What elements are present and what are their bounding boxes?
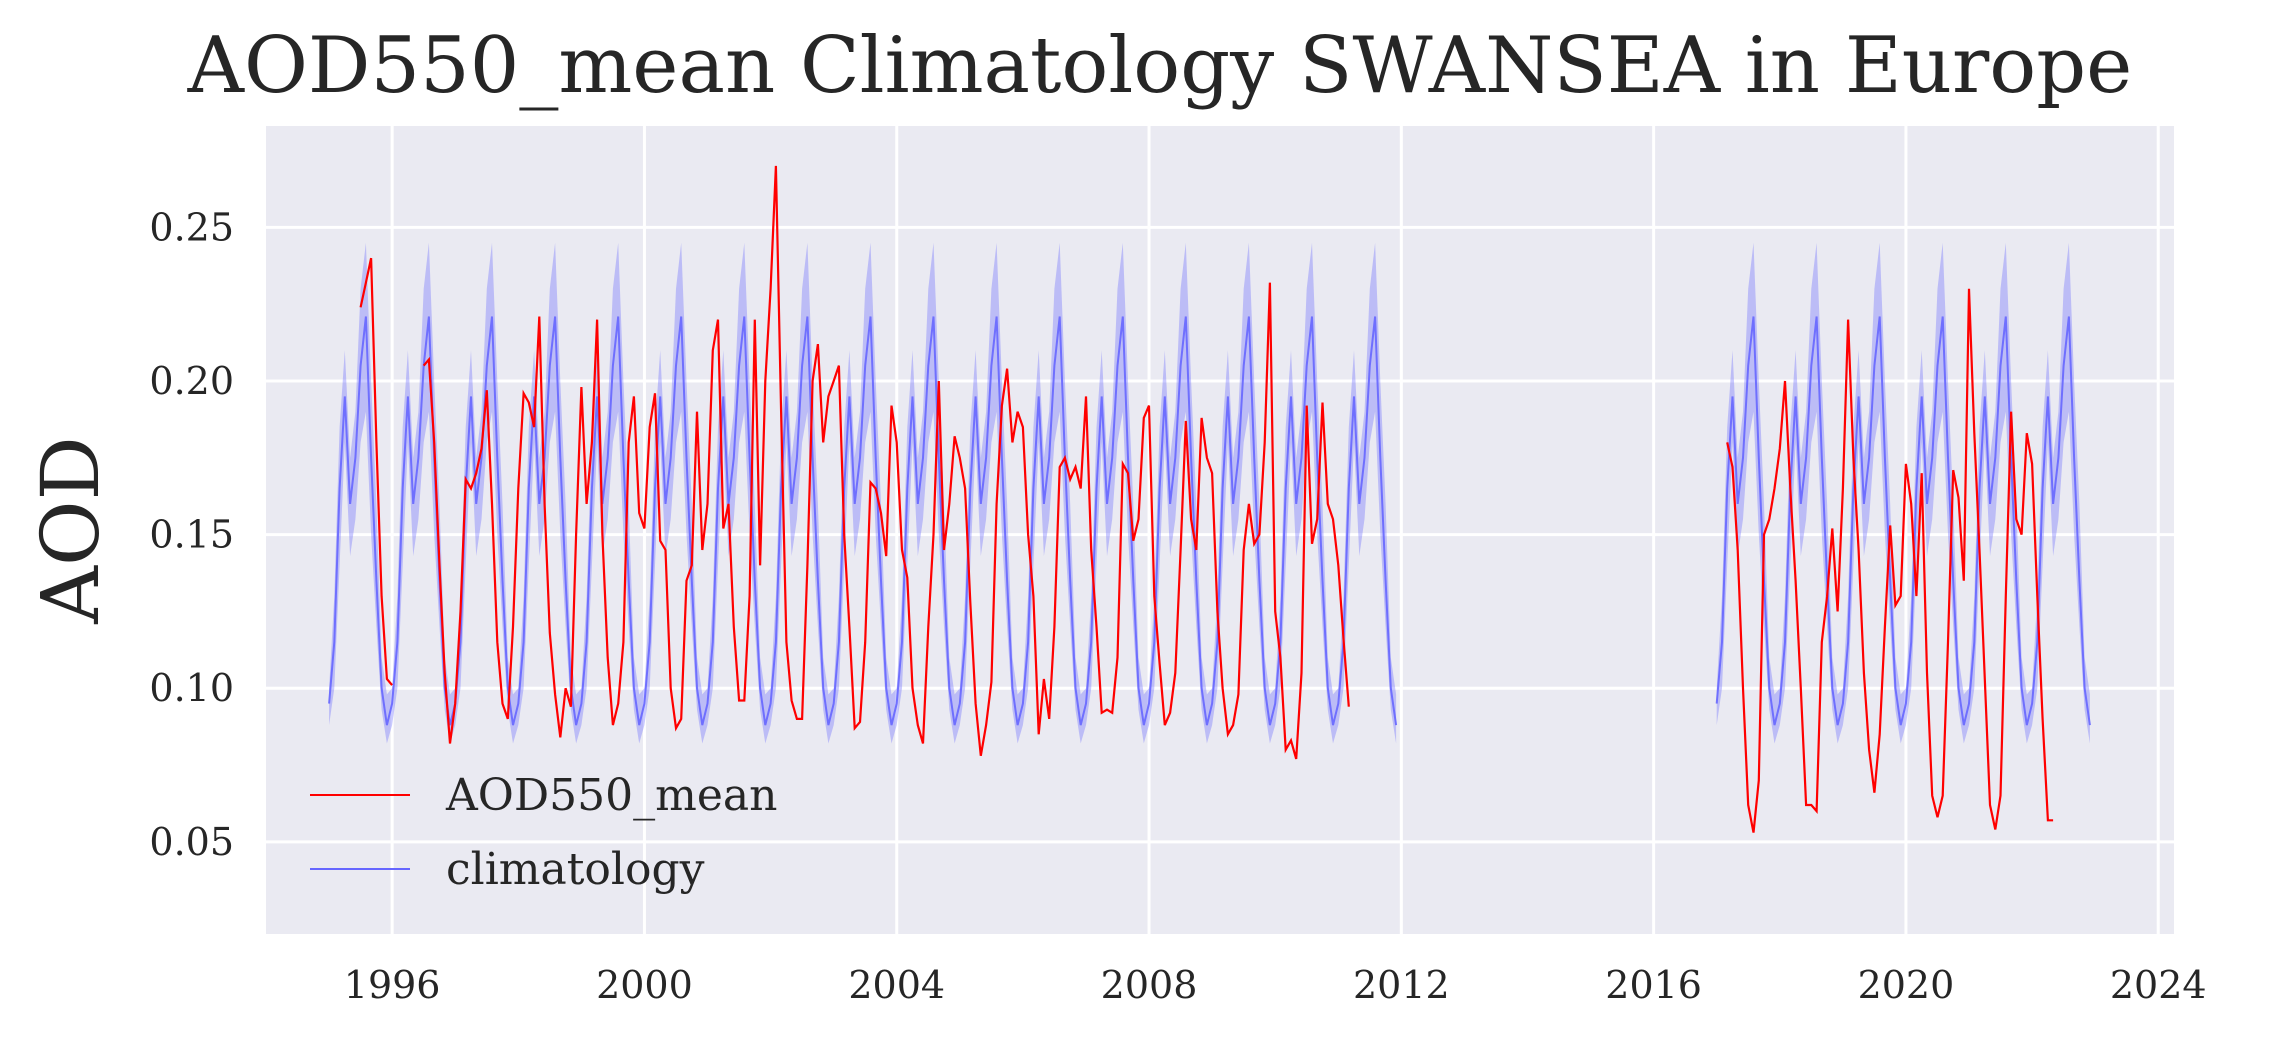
x-tick-label: 2012	[1353, 963, 1450, 1007]
y-tick-label: 0.10	[149, 666, 234, 710]
aod550-mean-line	[1726, 288, 2054, 833]
x-tick-label: 2000	[596, 963, 693, 1007]
aod550-mean-line	[359, 257, 393, 686]
climatology-band-area	[329, 242, 1397, 744]
chart-title: AOD550_mean Climatology SWANSEA in Europ…	[187, 21, 2133, 111]
plot-background	[266, 126, 2174, 934]
y-tick-label: 0.05	[149, 820, 234, 864]
x-tick-labels: 1996 2000 2004 2008 2012 2016 2020 2024	[344, 963, 2207, 1007]
x-tick-label: 2016	[1605, 963, 1702, 1007]
x-tick-label: 1996	[344, 963, 441, 1007]
x-tick-label: 2020	[1858, 963, 1955, 1007]
y-tick-label: 0.15	[149, 513, 234, 557]
x-tick-label: 2004	[848, 963, 945, 1007]
y-axis-label: AOD	[24, 436, 117, 625]
series-lines	[328, 165, 2091, 833]
legend: AOD550_mean climatology	[310, 770, 777, 895]
y-tick-labels: 0.05 0.10 0.15 0.20 0.25	[149, 205, 234, 863]
y-tick-label: 0.20	[149, 359, 234, 403]
x-tick-label: 2008	[1101, 963, 1198, 1007]
x-tick-label: 2024	[2110, 963, 2207, 1007]
gridlines	[266, 126, 2174, 934]
climatology-line	[1715, 316, 2091, 726]
aod550-mean-line	[422, 165, 1350, 760]
climatology-band	[329, 242, 2090, 744]
climatology-band-area	[1716, 242, 2090, 744]
legend-label-climatology: climatology	[446, 844, 705, 895]
y-tick-label: 0.25	[149, 205, 234, 249]
legend-label-aod550-mean: AOD550_mean	[445, 770, 777, 821]
